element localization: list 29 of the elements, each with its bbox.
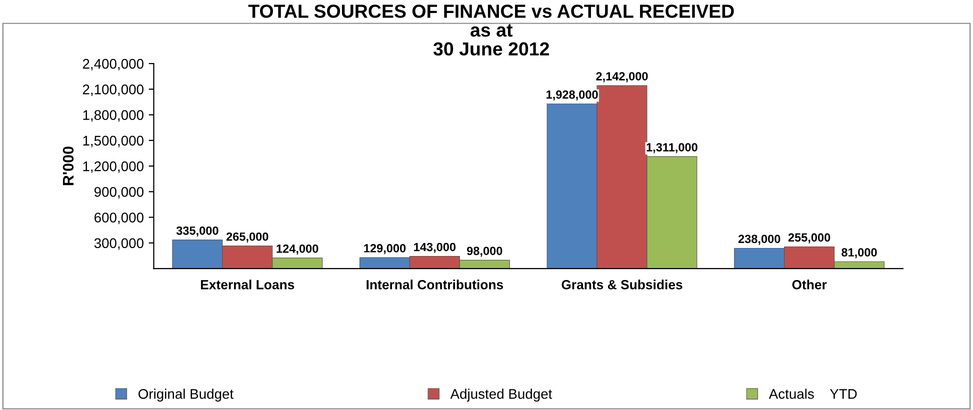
data-label: 265,000 xyxy=(226,232,268,243)
data-label: 255,000 xyxy=(788,233,830,244)
legend-label: Adjusted Budget xyxy=(450,388,552,402)
data-label: 1,311,000 xyxy=(646,143,698,154)
x-tick-label: Other xyxy=(792,280,827,290)
legend-label: Actuals YTD xyxy=(768,388,857,399)
y-tick-label: 600,000 xyxy=(94,212,144,224)
y-tick-label: 2,100,000 xyxy=(82,84,144,96)
data-label: 2,142,000 xyxy=(596,72,648,82)
data-label: 129,000 xyxy=(364,244,406,254)
data-label: 1,928,000 xyxy=(546,90,598,100)
data-label: 143,000 xyxy=(414,242,456,253)
y-tick-label: 1,800,000 xyxy=(83,110,144,122)
data-label: 81,000 xyxy=(842,248,877,258)
data-label: 335,000 xyxy=(176,226,218,237)
data-label: 124,000 xyxy=(276,244,318,255)
legend-label: Original Budget xyxy=(138,388,234,402)
y-tick-label: 900,000 xyxy=(94,187,144,198)
data-label: 238,000 xyxy=(738,234,780,245)
x-tick-label: External Loans xyxy=(200,280,294,290)
y-tick-label: 2,400,000 xyxy=(82,58,144,70)
y-tick-label: 300,000 xyxy=(94,238,144,250)
x-tick-label: Internal Contributions xyxy=(366,280,504,290)
data-label: 98,000 xyxy=(466,246,502,257)
y-tick-label: 1,200,000 xyxy=(83,161,144,173)
chart-title: TOTAL SOURCES OF FINANCE vs ACTUAL RECEIVED as at 30 June 2012 xyxy=(248,4,734,56)
y-axis-title: R'000 xyxy=(62,146,74,186)
x-tick-label: Grants & Subsidies xyxy=(562,280,682,290)
y-tick-label: 1,500,000 xyxy=(83,136,144,148)
